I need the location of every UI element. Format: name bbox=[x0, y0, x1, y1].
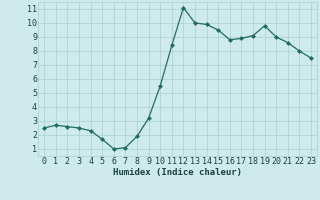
X-axis label: Humidex (Indice chaleur): Humidex (Indice chaleur) bbox=[113, 168, 242, 177]
